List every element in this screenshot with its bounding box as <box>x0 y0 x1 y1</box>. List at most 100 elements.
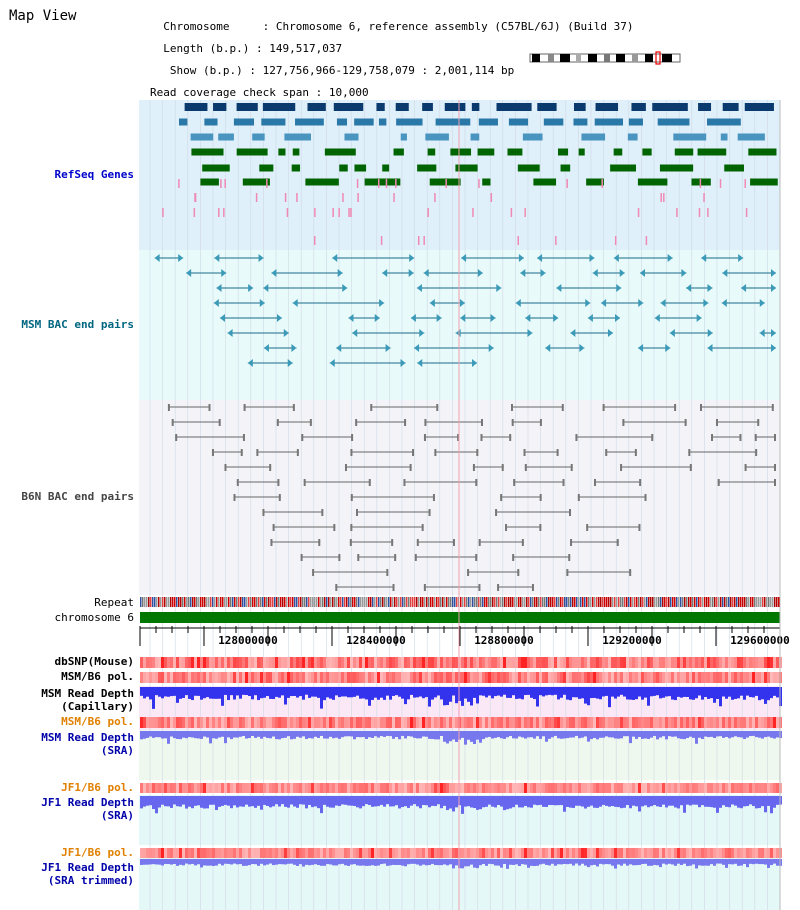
repeat-element <box>274 597 276 607</box>
msm-capillary-depth-bar <box>284 687 287 705</box>
msm-bac-pairs-track[interactable] <box>154 254 776 367</box>
msm-bac-end <box>436 314 442 322</box>
jf1-sra-depth-bar <box>608 796 611 807</box>
jf1-b6-pol-density <box>452 783 455 793</box>
jf1-trim-depth-bar <box>203 859 206 866</box>
dbsnp-density <box>545 657 548 668</box>
msm-bac-end <box>525 314 531 322</box>
msm-b6-pol-density <box>752 672 755 683</box>
msm-bac-end <box>585 299 591 307</box>
jf1-b6-pol-density <box>419 783 422 793</box>
msm-sra-depth-bar <box>155 731 158 738</box>
b6n-bac-pairs-track[interactable] <box>167 404 776 591</box>
msm-b6-pol-density <box>206 672 209 683</box>
jf1-b6-pol-density <box>413 783 416 793</box>
msm-sra-depth-bar <box>362 731 365 738</box>
msm-capillary-depth-bar <box>260 687 263 699</box>
dbsnp-density <box>506 657 509 668</box>
jf1-sra-depth-bar <box>740 796 743 809</box>
b6n-bac-end <box>480 434 483 441</box>
repeat-element <box>678 597 680 607</box>
jf1-b6-pol-density <box>644 783 647 793</box>
msm-b6-pol-density <box>410 672 413 683</box>
msm-b6-pol-2-density <box>551 717 554 728</box>
jf1-trim-depth-bar <box>263 859 266 866</box>
repeat-track[interactable] <box>140 597 780 607</box>
refseq-genes-track[interactable] <box>162 103 778 245</box>
b6n-bac-end <box>243 404 246 411</box>
b6n-bac-end <box>570 539 573 546</box>
jf1-b6-pol-density <box>734 783 737 793</box>
jf1-b6-pol-density <box>446 783 449 793</box>
msm-b6-pol-density <box>665 672 668 683</box>
msm-b6-pol-2-density <box>152 717 155 728</box>
jf1-trim-depth-bar <box>608 859 611 865</box>
jf1-sra-depth-bar <box>350 796 353 806</box>
jf1-trim-depth-bar <box>278 859 281 865</box>
msm-b6-pol-2-density <box>497 717 500 728</box>
msm-sra-depth-bar <box>398 731 401 740</box>
repeat-element <box>462 597 464 607</box>
msm-b6-pol-density <box>605 672 608 683</box>
jf1-sra-depth-bar <box>365 796 368 805</box>
msm-b6-pol-2-density <box>311 717 314 728</box>
jf1-trim-depth-bar <box>524 859 527 865</box>
repeat-element <box>412 597 414 607</box>
msm-capillary-depth-bar <box>551 687 554 696</box>
msm-sra-depth-bar <box>338 731 341 739</box>
msm-b6-pol-density <box>290 672 293 683</box>
b6n-bac-end <box>505 524 508 531</box>
dbsnp-density <box>500 657 503 668</box>
msm-capillary-depth-bar <box>374 687 377 698</box>
msm-bac-end <box>292 299 298 307</box>
msm-capillary-depth-bar <box>524 687 527 696</box>
dbsnp-density <box>515 657 518 668</box>
msm-b6-pol-density <box>173 672 176 683</box>
jf1-trim-depth-bar <box>434 859 437 866</box>
repeat-element <box>438 597 440 607</box>
msm-b6-pol-2-density <box>143 717 146 728</box>
msm-sra-depth-bar <box>188 731 191 738</box>
polymorphism-tracks[interactable] <box>140 657 782 858</box>
dbsnp-density <box>212 657 215 668</box>
msm-b6-pol-density <box>713 672 716 683</box>
msm-capillary-depth-bar <box>299 687 302 697</box>
jf1-sra-depth-bar <box>623 796 626 808</box>
jf1-b6-pol-density <box>521 783 524 793</box>
msm-capillary-depth-bar <box>653 687 656 696</box>
jf1-sra-depth-bar <box>308 796 311 805</box>
jf1-b6-pol-2-density <box>308 848 311 858</box>
jf1-b6-pol-density <box>341 783 344 793</box>
jf1-b6-pol-density <box>179 783 182 793</box>
refseq-minor-feature <box>385 179 388 188</box>
msm-b6-pol-2-density <box>215 717 218 728</box>
msm-b6-pol-2-density <box>413 717 416 728</box>
jf1-sra-depth-bar <box>212 796 215 805</box>
msm-capillary-depth-bar <box>671 687 674 700</box>
jf1-b6-pol-2-density <box>431 848 434 858</box>
chromosome-ideogram[interactable] <box>529 51 681 65</box>
refseq-gene <box>305 178 339 186</box>
dbsnp-density <box>695 657 698 668</box>
chromosome-bar[interactable] <box>140 612 780 623</box>
axis-tick-label: 128400000 <box>346 634 406 647</box>
b6n-bac-end <box>495 509 498 516</box>
jf1-trim-depth-bar <box>542 859 545 864</box>
b6n-bac-end <box>218 419 221 426</box>
read-depth-tracks[interactable] <box>140 687 782 869</box>
msm-b6-pol-2-density <box>533 717 536 728</box>
msm-sra-depth-bar <box>545 731 548 742</box>
msm-capillary-depth-bar <box>743 687 746 700</box>
msm-sra-depth-bar <box>200 731 203 739</box>
repeat-element <box>542 597 544 607</box>
msm-capillary-depth-bar <box>236 687 239 696</box>
b6n-bac-end <box>296 449 299 456</box>
msm-sra-depth-bar <box>623 731 626 737</box>
jf1-b6-pol-density <box>569 783 572 793</box>
b6n-bac-end <box>524 464 527 471</box>
msm-b6-pol-2-density <box>464 717 467 728</box>
msm-bac-end <box>640 269 646 277</box>
refseq-minor-feature <box>193 208 196 217</box>
jf1-b6-pol-density <box>764 783 767 793</box>
msm-b6-pol-density <box>581 672 584 683</box>
